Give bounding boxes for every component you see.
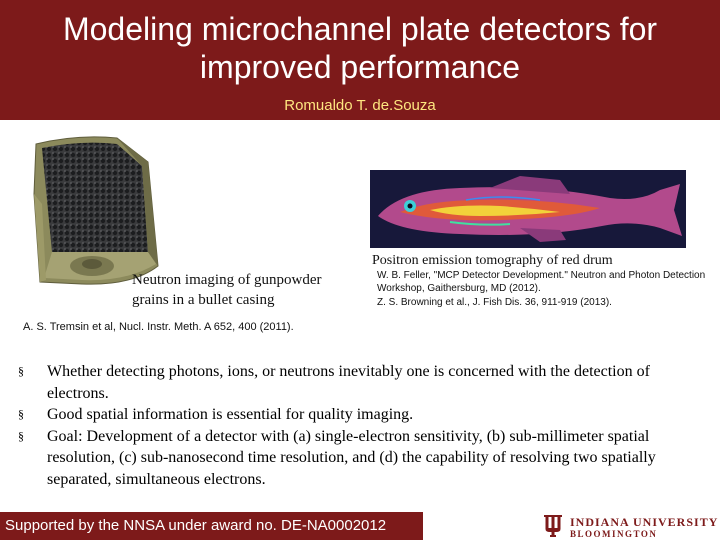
bullet-marker: § bbox=[18, 364, 24, 378]
bullet-text: Goal: Development of a detector with (a)… bbox=[47, 427, 656, 488]
footer: Supported by the NNSA under award no. DE… bbox=[0, 512, 720, 540]
slide-author: Romualdo T. de.Souza bbox=[284, 97, 436, 114]
bullet-text: Good spatial information is essential fo… bbox=[47, 406, 414, 423]
pet-fish-image bbox=[370, 170, 686, 248]
title-banner: Modeling microchannel plate detectors fo… bbox=[0, 0, 720, 120]
bullet-item: § Good spatial information is essential … bbox=[18, 404, 698, 426]
reference-browning: Z. S. Browning et al., J. Fish Dis. 36, … bbox=[377, 297, 612, 308]
bullet-marker: § bbox=[18, 428, 24, 443]
slide-title: Modeling microchannel plate detectors fo… bbox=[62, 11, 658, 85]
bullet-item: § Goal: Development of a detector with (… bbox=[18, 426, 698, 491]
neutron-caption-line-1: Neutron imaging of gunpowder bbox=[132, 272, 322, 288]
bullet-text: Whether detecting photons, ions, or neut… bbox=[47, 363, 650, 402]
footer-band: Supported by the NNSA under award no. DE… bbox=[0, 512, 423, 540]
iu-campus-name: BLOOMINGTON bbox=[570, 529, 658, 539]
iu-wordmark: INDIANA UNIVERSITY bbox=[570, 515, 719, 529]
bullet-marker: § bbox=[18, 407, 24, 421]
reference-tremsin: A. S. Tremsin et al, Nucl. Instr. Meth. … bbox=[23, 321, 294, 333]
bullet-list: § Whether detecting photons, ions, or ne… bbox=[18, 361, 698, 490]
iu-trident-icon bbox=[544, 515, 562, 537]
neutron-caption: Neutron imaging of gunpowder grains in a… bbox=[132, 270, 352, 310]
funding-note: Supported by the NNSA under award no. DE… bbox=[5, 517, 387, 534]
neutron-caption-line-2: grains in a bullet casing bbox=[132, 292, 275, 308]
bullet-item: § Whether detecting photons, ions, or ne… bbox=[18, 361, 698, 404]
positron-caption: Positron emission tomography of red drum bbox=[372, 253, 613, 268]
reference-feller: W. B. Feller, "MCP Detector Development.… bbox=[377, 270, 706, 294]
neutron-bullet-image bbox=[33, 136, 159, 285]
